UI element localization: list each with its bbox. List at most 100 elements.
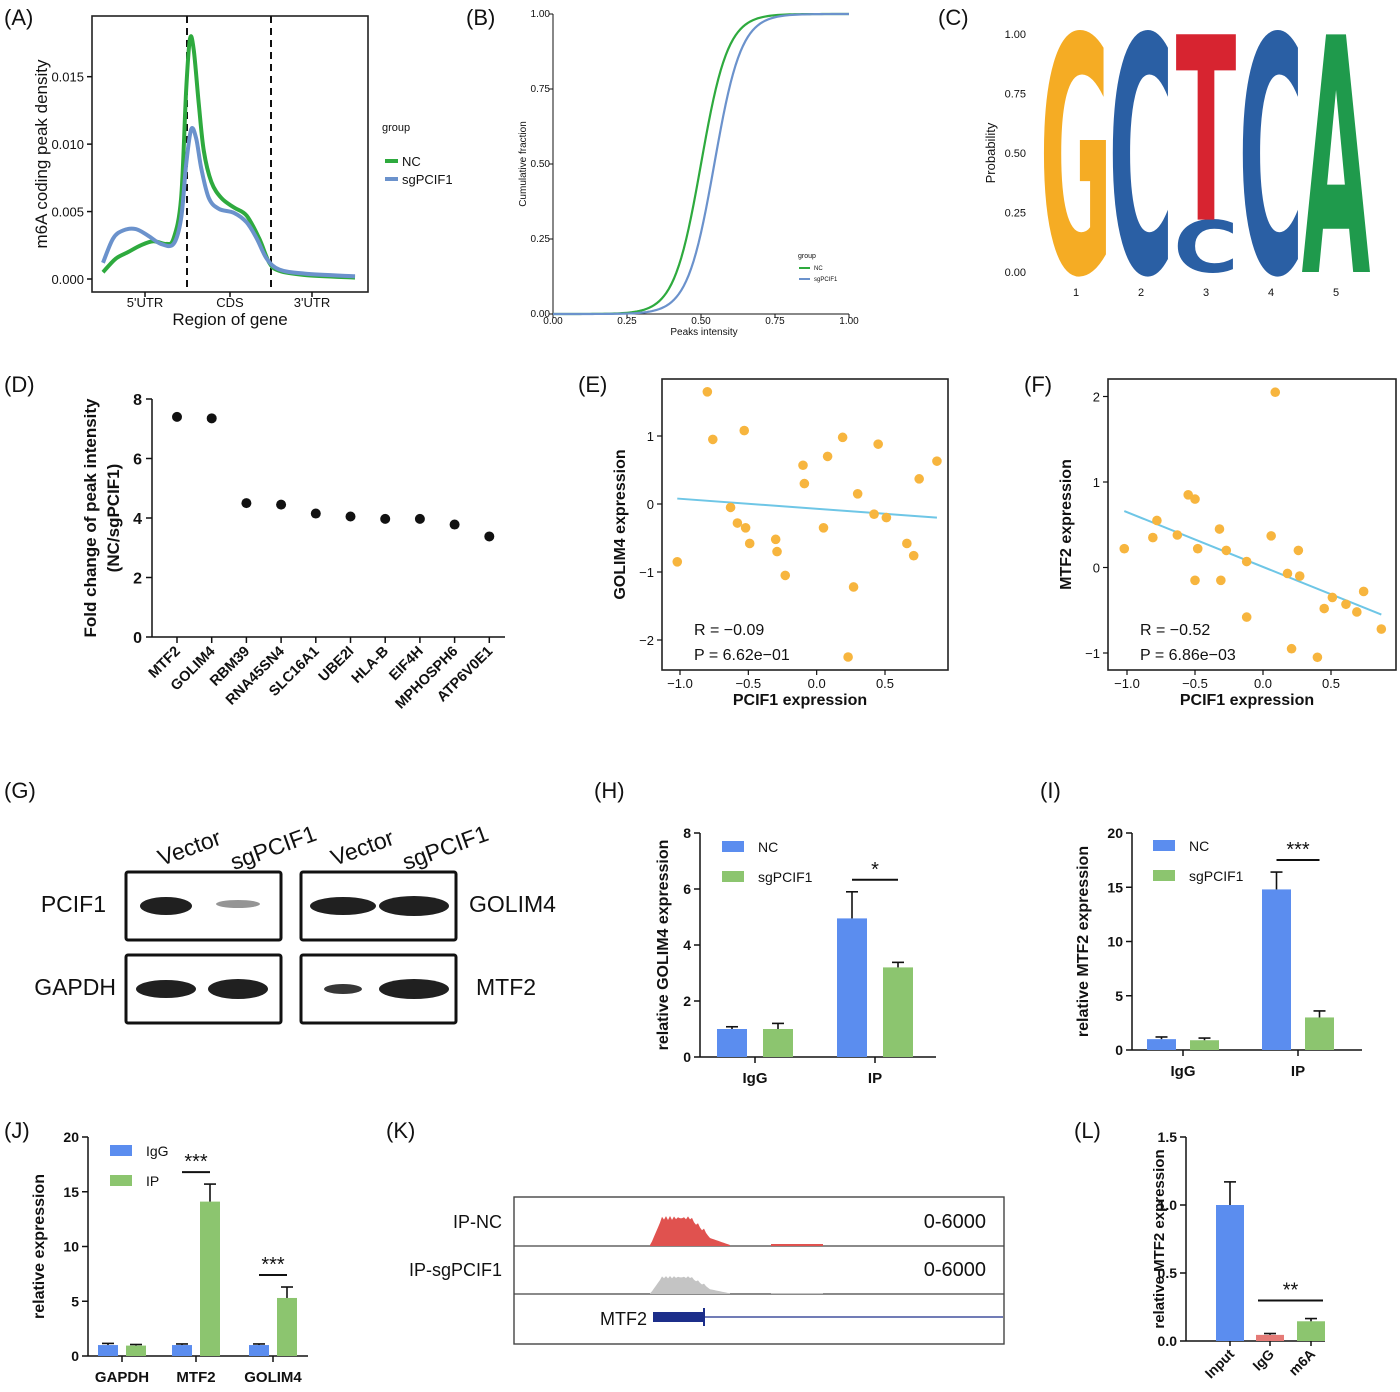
stat-r: R = −0.52 xyxy=(1140,622,1210,639)
panel-g: (G)Vector sgPCIF1 Vector sgPCIF1PCIF1GAPDHG… xyxy=(4,778,556,1025)
series-line xyxy=(552,12,850,316)
y-axis-label: m6A coding peak density xyxy=(32,59,51,249)
y-tick-label: −1 xyxy=(639,565,654,580)
y-axis-label: Fold change of peak intensity xyxy=(81,398,100,638)
bar xyxy=(837,918,867,1057)
y-axis-label: MTF2 expression xyxy=(1058,459,1075,590)
data-point xyxy=(869,509,879,519)
y-axis-label: Probability xyxy=(983,122,998,183)
data-point xyxy=(873,439,883,449)
data-point xyxy=(206,413,217,424)
data-point xyxy=(739,425,750,436)
data-point xyxy=(708,434,718,445)
y-axis-label: relative expression xyxy=(31,1174,48,1319)
data-point xyxy=(843,652,853,662)
data-point xyxy=(772,546,782,557)
y-tick-label: 0.25 xyxy=(531,234,551,245)
legend-entry: NC xyxy=(814,266,823,272)
x-tick-label: −0.5 xyxy=(735,676,761,691)
lane-label: Vector xyxy=(327,824,397,871)
data-point xyxy=(837,432,848,443)
blot-band xyxy=(379,979,449,999)
y-tick-label: 1.00 xyxy=(531,9,551,20)
y-tick-label: 1.00 xyxy=(1005,29,1026,41)
data-point xyxy=(1190,575,1200,586)
data-point xyxy=(744,538,755,549)
track-name: IP-NC xyxy=(453,1212,502,1232)
data-point xyxy=(822,451,833,462)
bar xyxy=(883,967,913,1057)
blot-band xyxy=(136,980,196,998)
legend-entry: sgPCIF1 xyxy=(758,869,813,885)
bar xyxy=(763,1029,793,1057)
x-tick-label: 2 xyxy=(1138,287,1144,299)
coverage-peak xyxy=(650,1216,730,1246)
data-point xyxy=(1286,643,1297,654)
data-point xyxy=(1327,592,1338,603)
data-point xyxy=(449,519,460,530)
x-axis-label: PCIF1 expression xyxy=(733,692,867,709)
y-tick-label: 0.75 xyxy=(1005,89,1026,101)
y-tick-label: −2 xyxy=(639,633,654,648)
x-tick-label: HLA-B xyxy=(349,644,392,687)
legend-entry: sgPCIF1 xyxy=(402,172,453,187)
regression-line xyxy=(1123,510,1382,616)
x-tick-label: 1.00 xyxy=(839,316,859,327)
x-tick-label: 0.5 xyxy=(1322,676,1340,691)
data-point xyxy=(1266,531,1276,541)
gene-name: MTF2 xyxy=(600,1309,647,1329)
plot-frame xyxy=(661,378,949,671)
data-point xyxy=(241,498,252,509)
data-point xyxy=(799,478,810,489)
panel-f: (F) −1.0 −0.5 0.0 0.5 −1 0 1 2 PCIF1 expression MT… xyxy=(1024,372,1397,709)
x-tick-label: 5 xyxy=(1333,287,1339,299)
data-point xyxy=(1241,612,1252,622)
data-point xyxy=(1376,624,1387,634)
series-line xyxy=(101,34,356,280)
y-tick-label: 2 xyxy=(683,993,691,1009)
bar xyxy=(1190,1040,1219,1050)
panel-label: (A) xyxy=(4,5,33,30)
bar xyxy=(200,1201,220,1356)
panel-e: (E) −1.0 −0.5 0.0 0.5 −2 −1 0 1 PCIF1 expression G… xyxy=(578,372,949,709)
blot-band xyxy=(208,979,268,999)
data-point xyxy=(345,511,356,522)
logo-letter: C xyxy=(1238,0,1303,350)
data-point xyxy=(310,508,321,519)
legend-swatch xyxy=(1153,870,1175,881)
y-tick-label: 1 xyxy=(1093,475,1100,490)
significance-label: *** xyxy=(261,1254,285,1276)
bar xyxy=(277,1297,297,1356)
data-point xyxy=(1270,387,1281,398)
y-tick-label: 0.010 xyxy=(51,137,84,152)
row-label: PCIF1 xyxy=(41,891,106,917)
track-name: IP-sgPCIF1 xyxy=(409,1260,502,1280)
bar xyxy=(126,1345,146,1356)
panel-i: (I) 0 5 10 15 20 relative MTF2 expression IgG IP… xyxy=(1040,778,1362,1080)
data-point xyxy=(1358,586,1369,597)
blot-box xyxy=(124,953,283,1025)
bar xyxy=(1256,1334,1284,1341)
blot-box xyxy=(124,870,283,942)
logo-letter: C xyxy=(1108,0,1173,350)
legend-entry: IgG xyxy=(146,1143,169,1159)
panel-b: (B) 0.000.00 0.25 0.25 0.50 0.50 0.75 0.75 1.00 1… xyxy=(466,5,859,338)
bar xyxy=(1262,889,1291,1050)
x-tick-label: IP xyxy=(868,1070,882,1087)
panel-l: (L) 0.0 0.5 1.0 1.5 relative MTF2 expression I… xyxy=(1074,1118,1325,1381)
y-tick-label: 4 xyxy=(133,511,142,528)
coverage-peak xyxy=(771,1244,823,1246)
blot-band xyxy=(379,896,449,916)
x-tick-label: MTF2 xyxy=(176,1369,215,1386)
y-tick-label: 15 xyxy=(1107,879,1123,895)
data-point xyxy=(1172,530,1183,540)
significance-label: *** xyxy=(184,1151,208,1173)
logo-letter: T xyxy=(1176,0,1237,280)
data-point xyxy=(1293,545,1304,556)
x-tick-label: Input xyxy=(1202,1346,1238,1382)
y-axis-label: (NC/sgPCIF1) xyxy=(104,464,123,573)
x-axis-label: Region of gene xyxy=(172,310,287,329)
x-tick-label: 0.0 xyxy=(1254,676,1272,691)
